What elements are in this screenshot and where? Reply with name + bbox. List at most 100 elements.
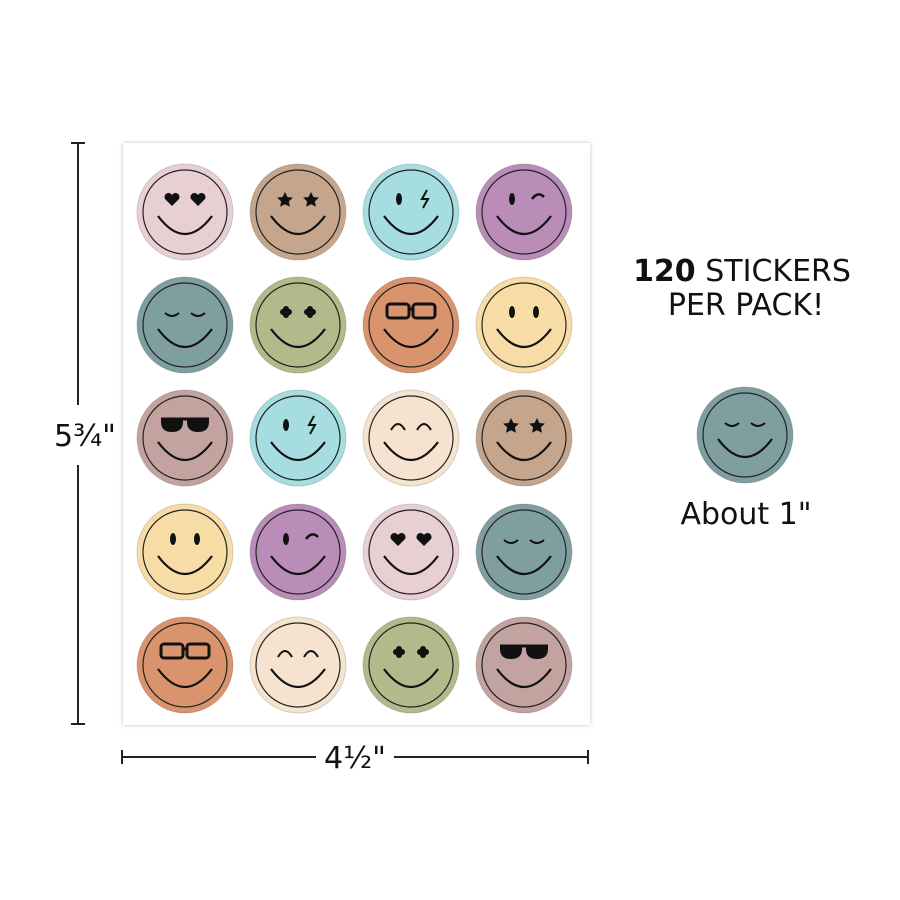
sticker-face — [136, 276, 234, 374]
eye — [185, 642, 211, 660]
sticker-ring — [142, 622, 228, 708]
smile — [496, 668, 552, 688]
eye — [303, 650, 319, 658]
smile — [157, 328, 213, 348]
sticker-face — [362, 389, 460, 487]
eye — [396, 193, 402, 205]
eye — [161, 418, 183, 432]
sticker — [475, 616, 573, 714]
eye — [420, 189, 430, 209]
eye — [750, 422, 766, 427]
pack-line-1: 120 STICKERS — [633, 254, 851, 289]
smile — [270, 555, 326, 575]
smile — [383, 328, 439, 348]
eye — [280, 309, 286, 315]
eye — [277, 192, 293, 207]
smile — [270, 328, 326, 348]
eye — [159, 642, 185, 660]
sticker — [249, 163, 347, 261]
sticker — [249, 616, 347, 714]
smile — [383, 668, 439, 688]
sticker-ring — [481, 282, 567, 368]
sticker — [475, 276, 573, 374]
eye — [526, 645, 548, 659]
eye — [164, 192, 180, 206]
sticker-ring — [368, 622, 454, 708]
height-dimension — [71, 142, 85, 725]
sticker-ring — [255, 282, 341, 368]
eye — [164, 312, 180, 317]
sticker — [362, 163, 460, 261]
sticker-ring — [255, 169, 341, 255]
sticker — [136, 389, 234, 487]
eye — [533, 306, 539, 318]
sticker-face — [249, 503, 347, 601]
eye — [416, 532, 432, 546]
sticker — [136, 163, 234, 261]
height-label: 5¾" — [54, 419, 116, 454]
sticker-ring — [255, 622, 341, 708]
smile — [270, 668, 326, 688]
sticker-ring — [368, 395, 454, 481]
sticker-face — [475, 276, 573, 374]
width-label: 4½" — [324, 741, 386, 776]
eye — [393, 649, 399, 655]
eye — [417, 649, 423, 655]
smile — [157, 668, 213, 688]
smile — [383, 555, 439, 575]
sticker-ring — [368, 509, 454, 595]
smile — [270, 215, 326, 235]
eye — [283, 533, 289, 545]
eye — [307, 415, 317, 435]
sticker-ring — [368, 169, 454, 255]
sticker — [136, 276, 234, 374]
smile — [496, 441, 552, 461]
smile — [496, 215, 552, 235]
sticker-ring — [702, 392, 788, 478]
eye — [187, 418, 209, 432]
eye — [509, 193, 515, 205]
sticker-grid — [136, 163, 573, 714]
sticker-face — [136, 389, 234, 487]
sticker-face — [136, 163, 234, 261]
smile — [496, 328, 552, 348]
sticker-ring — [255, 509, 341, 595]
eye — [190, 192, 206, 206]
eye — [509, 306, 515, 318]
sticker — [249, 389, 347, 487]
sticker — [362, 276, 460, 374]
sticker — [475, 389, 573, 487]
sticker-face — [362, 276, 460, 374]
sticker-face — [362, 503, 460, 601]
sticker-ring — [481, 395, 567, 481]
pack-text: STICKERS — [705, 254, 851, 289]
smile — [383, 215, 439, 235]
eye — [190, 312, 206, 317]
sticker-face — [136, 503, 234, 601]
sticker-ring — [481, 509, 567, 595]
sticker-ring — [481, 169, 567, 255]
smile — [383, 441, 439, 461]
sticker-face — [362, 163, 460, 261]
sticker — [249, 276, 347, 374]
eye — [194, 533, 200, 545]
sticker-face — [475, 389, 573, 487]
eye — [416, 423, 432, 431]
sticker — [362, 616, 460, 714]
smile — [157, 555, 213, 575]
sticker — [249, 503, 347, 601]
eye — [303, 192, 319, 207]
sticker-ring — [142, 169, 228, 255]
sample-sticker — [696, 386, 794, 484]
eye — [724, 422, 740, 427]
smile — [157, 441, 213, 461]
eye — [500, 645, 522, 659]
sticker-face — [249, 163, 347, 261]
eye — [283, 419, 289, 431]
sticker — [696, 386, 794, 484]
eye — [503, 539, 519, 544]
sticker-face — [475, 616, 573, 714]
sticker-ring — [368, 282, 454, 368]
sticker-ring — [142, 395, 228, 481]
